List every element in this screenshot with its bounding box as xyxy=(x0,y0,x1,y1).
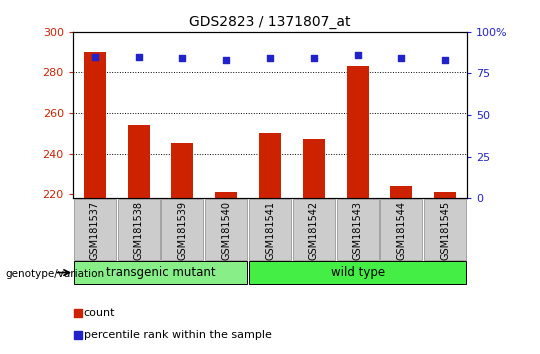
Text: GSM181540: GSM181540 xyxy=(221,201,231,260)
Text: transgenic mutant: transgenic mutant xyxy=(106,266,215,279)
FancyBboxPatch shape xyxy=(293,199,335,259)
Text: GSM181538: GSM181538 xyxy=(133,201,144,260)
Text: GSM181544: GSM181544 xyxy=(396,201,407,260)
Point xyxy=(266,56,274,61)
FancyBboxPatch shape xyxy=(205,199,247,259)
Point xyxy=(309,56,318,61)
FancyBboxPatch shape xyxy=(249,199,291,259)
Point xyxy=(123,262,132,268)
Text: wild type: wild type xyxy=(330,266,384,279)
Text: count: count xyxy=(84,308,115,318)
Text: percentile rank within the sample: percentile rank within the sample xyxy=(84,330,272,339)
Bar xyxy=(434,192,456,198)
Bar xyxy=(303,139,325,198)
Text: GSM181545: GSM181545 xyxy=(440,201,450,261)
Bar xyxy=(390,186,413,198)
Bar xyxy=(127,125,150,198)
FancyBboxPatch shape xyxy=(118,199,160,259)
Title: GDS2823 / 1371807_at: GDS2823 / 1371807_at xyxy=(189,16,351,29)
Point xyxy=(353,52,362,58)
FancyBboxPatch shape xyxy=(74,261,247,285)
FancyBboxPatch shape xyxy=(74,199,116,259)
Bar xyxy=(84,52,106,198)
Point xyxy=(178,56,187,61)
Text: GSM181542: GSM181542 xyxy=(309,201,319,261)
Bar xyxy=(215,192,237,198)
Point xyxy=(123,284,132,289)
Text: GSM181543: GSM181543 xyxy=(353,201,362,260)
FancyBboxPatch shape xyxy=(380,199,422,259)
Point xyxy=(134,54,143,60)
FancyBboxPatch shape xyxy=(249,261,466,285)
Text: GSM181541: GSM181541 xyxy=(265,201,275,260)
Bar xyxy=(259,133,281,198)
Text: GSM181537: GSM181537 xyxy=(90,201,100,261)
Point xyxy=(397,56,406,61)
FancyBboxPatch shape xyxy=(424,199,466,259)
Bar xyxy=(347,66,368,198)
Point xyxy=(91,54,99,60)
Bar xyxy=(172,143,193,198)
Point xyxy=(222,57,231,63)
Text: GSM181539: GSM181539 xyxy=(178,201,187,260)
Text: genotype/variation: genotype/variation xyxy=(5,269,105,279)
FancyBboxPatch shape xyxy=(161,199,204,259)
FancyBboxPatch shape xyxy=(336,199,379,259)
Point xyxy=(441,57,449,63)
